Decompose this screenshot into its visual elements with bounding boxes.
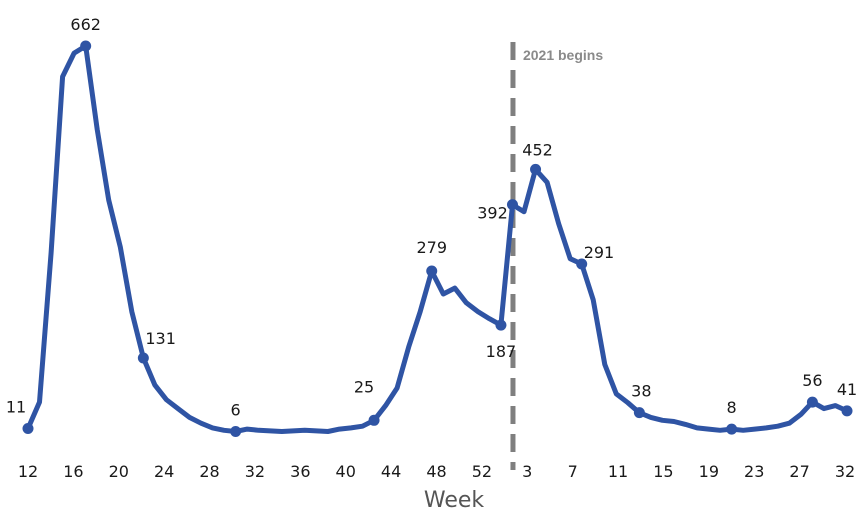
x-tick-label: 7 (568, 462, 578, 481)
data-point (22, 423, 34, 435)
data-point (726, 423, 738, 435)
data-label: 38 (631, 382, 651, 401)
data-label: 279 (416, 238, 447, 257)
x-tick-label: 28 (199, 462, 219, 481)
x-tick-label: 16 (63, 462, 83, 481)
data-label: 41 (837, 380, 857, 399)
x-tick-label: 48 (426, 462, 446, 481)
data-points (22, 40, 853, 437)
x-tick-label: 52 (472, 462, 492, 481)
x-tick-label: 40 (336, 462, 356, 481)
data-label: 662 (70, 15, 101, 34)
x-tick-label: 11 (608, 462, 628, 481)
data-point (506, 199, 518, 211)
x-tick-label: 12 (18, 462, 38, 481)
x-tick-label: 27 (789, 462, 809, 481)
x-tick-label: 3 (522, 462, 532, 481)
data-point (495, 319, 507, 331)
data-point (426, 265, 438, 277)
data-label: 25 (354, 377, 374, 396)
data-point (806, 396, 818, 408)
data-point (80, 40, 92, 52)
x-tick-label: 32 (245, 462, 265, 481)
data-point (530, 163, 542, 175)
x-tick-label: 36 (290, 462, 310, 481)
data-point (633, 407, 645, 419)
x-tick-label: 15 (653, 462, 673, 481)
data-point (137, 352, 149, 364)
data-label: 291 (584, 243, 615, 262)
data-label: 452 (522, 140, 553, 159)
x-axis-ticks: 12 16 20 24 28 32 36 40 44 48 52 3 7 11 15 19 23 27 32 (18, 462, 855, 481)
data-label: 187 (486, 342, 517, 361)
data-point (230, 425, 242, 437)
data-label: 11 (6, 398, 26, 417)
series-line (25, 43, 850, 434)
data-point (368, 414, 380, 426)
data-label: 6 (231, 400, 241, 419)
x-tick-label: 20 (109, 462, 129, 481)
x-tick-label: 19 (699, 462, 719, 481)
data-label: 56 (802, 371, 822, 390)
x-tick-label: 44 (381, 462, 401, 481)
x-tick-label: 24 (154, 462, 174, 481)
data-point (576, 258, 588, 270)
data-label: 8 (727, 398, 737, 417)
x-tick-label: 23 (744, 462, 764, 481)
data-label: 392 (477, 204, 508, 223)
data-point (841, 405, 853, 417)
series-line-group (25, 43, 850, 434)
annotation-2021-begins: 2021 begins (523, 47, 603, 63)
data-labels: 11 662 131 6 25 279 187 392 452 291 38 8 56 41 (6, 15, 857, 419)
x-axis-label: Week (424, 488, 485, 511)
x-tick-label: 32 (835, 462, 855, 481)
data-label: 131 (145, 329, 176, 348)
